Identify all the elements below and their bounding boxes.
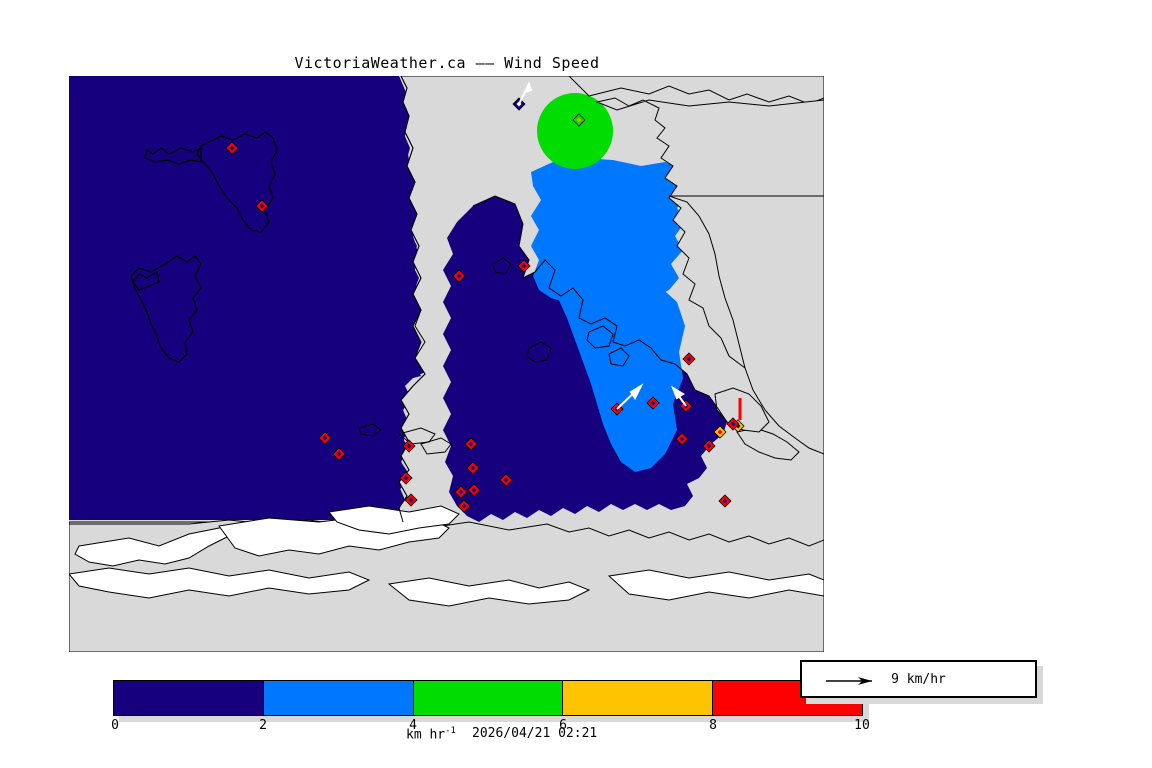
colorbar: 0 2 4 6 8 10 — [111, 680, 870, 733]
island-outlines — [130, 131, 278, 363]
colorbar-tick-3: 6 — [559, 718, 567, 733]
vector-legend-box: 9 km/hr — [800, 660, 1037, 698]
wind-vectors — [518, 81, 742, 420]
colorbar-segment-3 — [563, 681, 714, 715]
wind-speed-map[interactable] — [69, 76, 824, 652]
colorbar-tick-0: 0 — [111, 718, 119, 733]
inland-water — [69, 505, 824, 607]
colorbar-segment-2 — [413, 681, 564, 715]
colorbar-segment-1 — [263, 681, 414, 715]
vector-legend-label: 9 km/hr — [891, 672, 946, 687]
colorbar-tick-1: 2 — [259, 718, 267, 733]
station-markers[interactable] — [225, 97, 745, 513]
land-overlays — [568, 76, 824, 461]
colorbar-tick-5: 10 — [854, 718, 870, 733]
colorbar-tick-4: 8 — [709, 718, 717, 733]
colorbar-segments[interactable] — [113, 680, 863, 716]
north-strait-water-south — [539, 272, 685, 472]
colorbar-segment-0 — [114, 681, 264, 715]
north-green-core — [537, 93, 613, 169]
navy-water-mass — [69, 76, 425, 520]
page-title: VictoriaWeather.ca —— Wind Speed — [294, 54, 600, 72]
unit-exponent: -1 — [445, 726, 456, 736]
colorbar-tick-2: 4 — [409, 718, 417, 733]
unit-text: km hr — [406, 727, 446, 743]
colorbar-unit-label: km hr-1 — [406, 726, 456, 742]
wind-vector-arrow-icon — [826, 677, 872, 685]
timestamp: 2026/04/21 02:21 — [472, 726, 598, 741]
coastline-detail — [398, 76, 728, 523]
north-strait-water — [531, 158, 687, 302]
